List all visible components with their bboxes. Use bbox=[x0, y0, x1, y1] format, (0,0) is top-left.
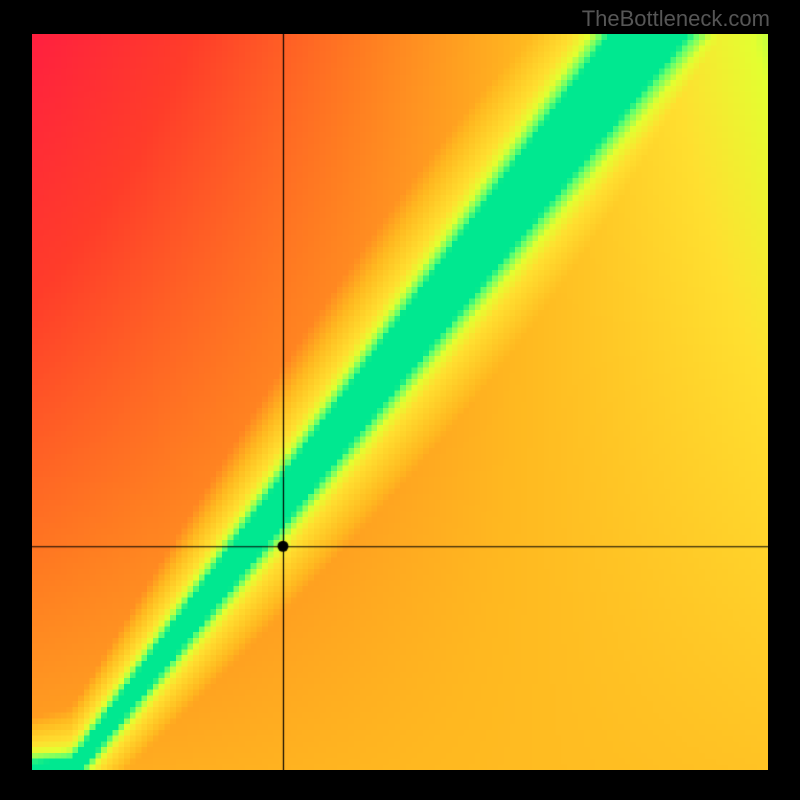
watermark-text: TheBottleneck.com bbox=[582, 6, 770, 32]
crosshair-overlay bbox=[32, 34, 768, 770]
chart-container: TheBottleneck.com bbox=[0, 0, 800, 800]
plot-area bbox=[32, 34, 768, 770]
